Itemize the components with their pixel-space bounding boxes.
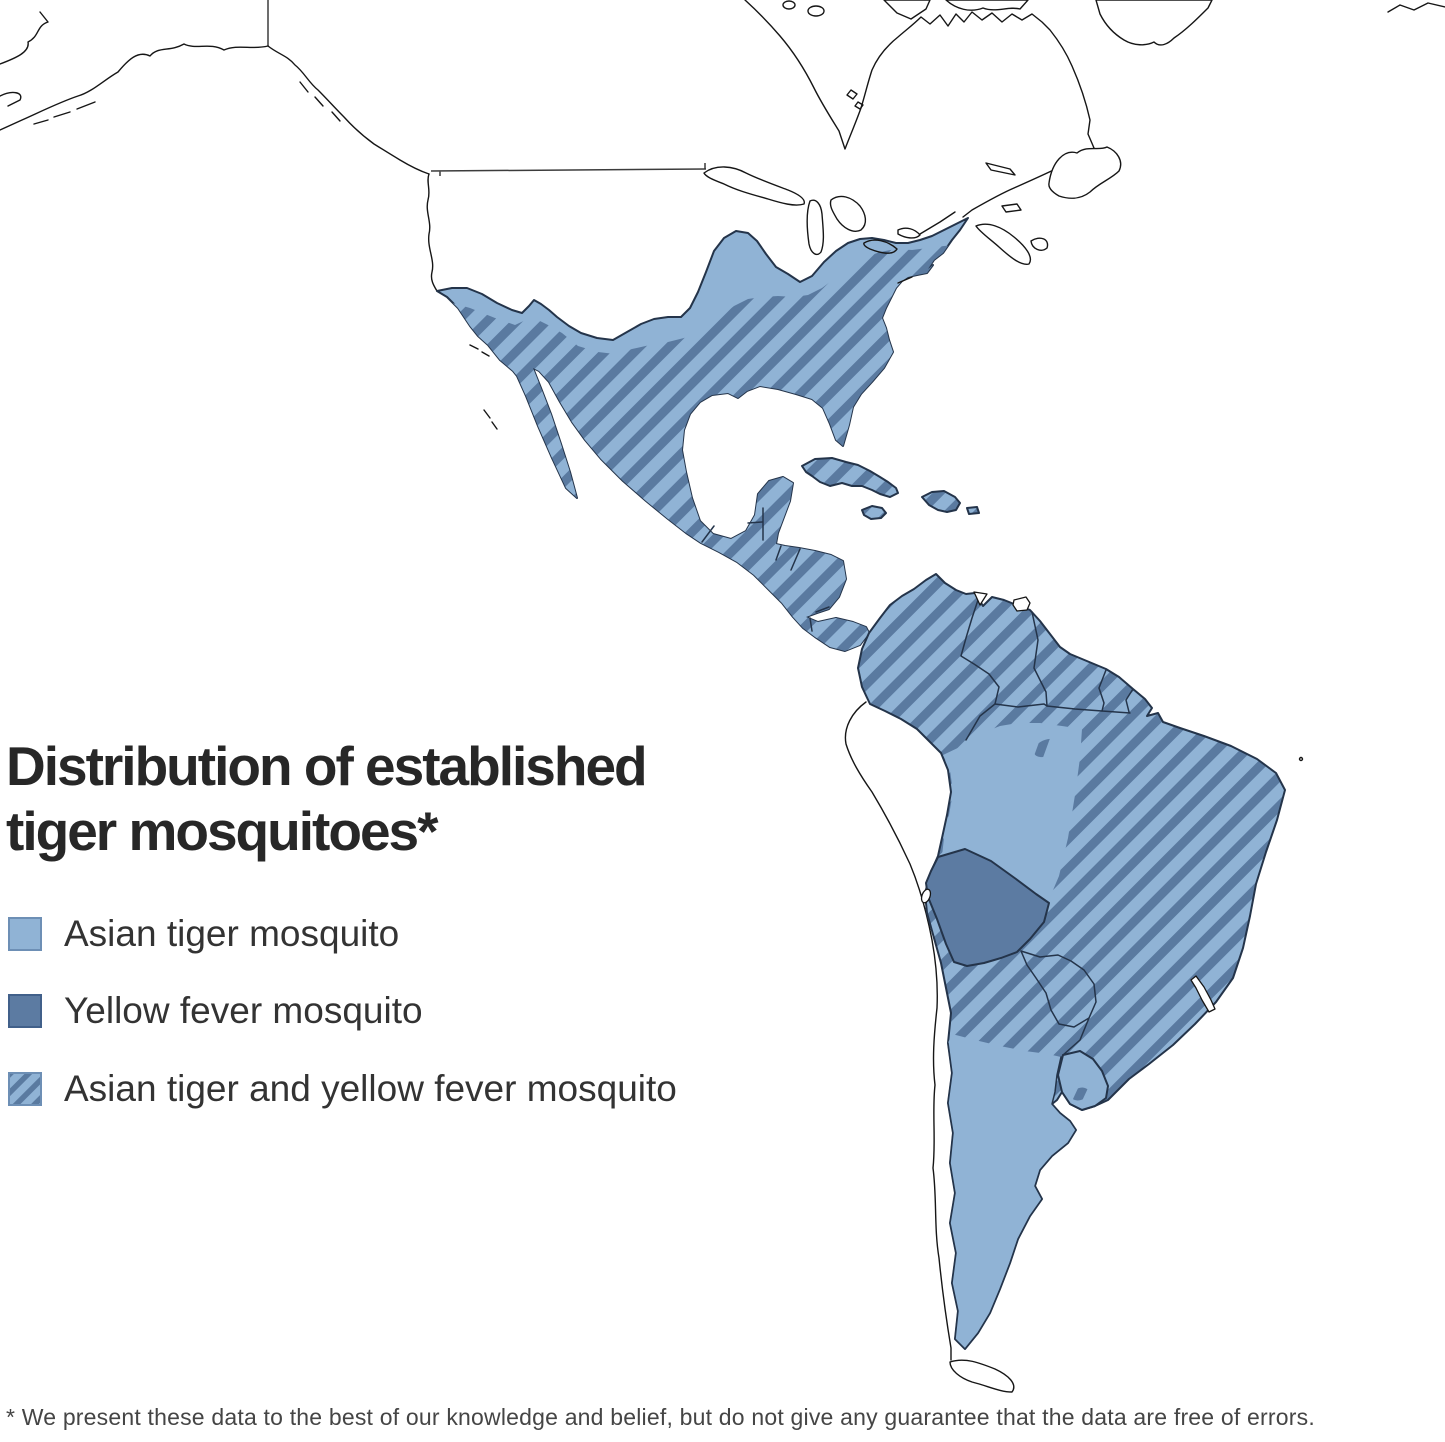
legend-label-asian-tiger: Asian tiger mosquito (64, 913, 400, 954)
lake-titicaca (920, 888, 932, 904)
aleutian-islands (33, 101, 96, 125)
legend-label-yellow-fever: Yellow fever mosquito (64, 990, 423, 1031)
atlantic-islet (1298, 756, 1304, 762)
panhandle-islands (299, 81, 341, 122)
uruguay-hatch-spot (1071, 1087, 1089, 1101)
alaska-coast (0, 43, 269, 131)
prince-edward-island (1001, 203, 1022, 213)
cape-breton (1030, 237, 1049, 251)
arctic-island-2 (782, 0, 796, 10)
region-asian-tiger-argentina (948, 1034, 1076, 1349)
northeast-corner-coast (1387, 2, 1445, 13)
legend-item-yellow-fever: Yellow fever mosquito (8, 990, 423, 1032)
lake-huron (829, 195, 867, 232)
canada-hudson-bay-coast (744, 0, 1095, 218)
coastline-layer (0, 0, 1445, 1393)
lagoa-dos-patos (1190, 975, 1216, 1013)
nova-scotia (975, 223, 1032, 265)
amazon-hatch-spot (1033, 738, 1059, 758)
region-both-puerto-rico (966, 506, 980, 515)
belcher-islands (846, 89, 864, 110)
region-both-cuba (801, 457, 899, 498)
alaska-panhandle-bc-coast (267, 45, 430, 175)
region-asian-tiger-uruguay (1057, 1050, 1109, 1111)
us-west-coast (426, 173, 438, 292)
arctic-island (807, 5, 825, 17)
trinidad-island (1012, 596, 1031, 612)
legend-item-both: Asian tiger and yellow fever mosquito (8, 1068, 677, 1110)
asian-tiger-swatch (8, 917, 42, 951)
lake-erie (863, 239, 898, 254)
lake-maracaibo (973, 591, 988, 606)
alaska-west-coast (0, 11, 49, 107)
footnote: * We present these data to the best of o… (6, 1404, 1315, 1430)
lake-michigan (806, 199, 825, 256)
us-canada-border (430, 163, 707, 176)
newfoundland (1048, 146, 1122, 199)
region-asian-tiger-amazon (942, 723, 1082, 902)
region-both-hispaniola (921, 490, 961, 513)
region-both-jamaica (861, 505, 887, 520)
pacific-south-america-coast (844, 701, 952, 1361)
both-species-swatch (8, 1072, 42, 1106)
argentina-coast-stroke (947, 1042, 1077, 1350)
legend-item-asian-tiger: Asian tiger mosquito (8, 913, 399, 955)
tierra-del-fuego (949, 1359, 1015, 1393)
lake-ontario (897, 227, 921, 239)
channel-islands (469, 344, 498, 430)
greenland (1095, 0, 1213, 46)
title-line-2: tiger mosquitoes* (6, 799, 439, 862)
lake-superior (703, 166, 805, 206)
baffin-island (945, 0, 1029, 11)
page-title: Distribution of established tiger mosqui… (6, 734, 706, 864)
title-line-1: Distribution of established (6, 735, 648, 797)
legend-label-both: Asian tiger and yellow fever mosquito (64, 1068, 677, 1109)
country-borders (701, 507, 1134, 1056)
anticosti-island (985, 162, 1016, 176)
yellow-fever-swatch (8, 994, 42, 1028)
long-island (897, 276, 913, 284)
southampton-island (883, 0, 931, 20)
